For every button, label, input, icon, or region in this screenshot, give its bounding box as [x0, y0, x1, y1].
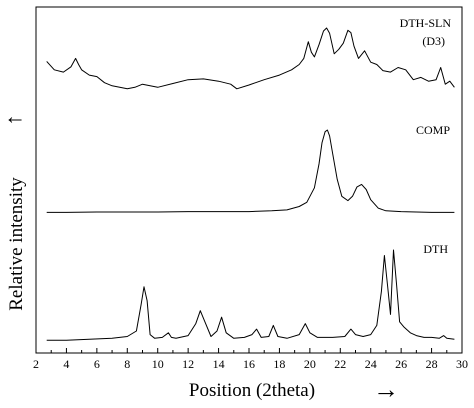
x-tick-label-4: 4 [63, 357, 69, 371]
x-tick-label-30: 30 [456, 357, 468, 371]
series-lines [46, 27, 455, 341]
x-tick-label-2: 2 [33, 357, 39, 371]
x-axis-arrow: → [373, 375, 399, 404]
series-label-dth-sln: DTH-SLN [400, 16, 452, 30]
series-label-dth: DTH [423, 242, 448, 256]
x-tick-label-6: 6 [94, 357, 100, 371]
x-tick-label-16: 16 [243, 357, 255, 371]
series-label-dth-sln-sub: (D3) [422, 34, 445, 48]
y-axis-arrow: ↑ [1, 115, 26, 126]
x-tick-label-8: 8 [124, 357, 130, 371]
x-axis-tick-labels: 2 4 6 8 10 12 14 16 18 20 22 24 26 28 30 [33, 357, 468, 371]
x-tick-label-24: 24 [365, 357, 377, 371]
y-axis-title: Relative intensity [6, 177, 27, 311]
series-line-dth [46, 249, 455, 341]
x-tick-label-28: 28 [426, 357, 438, 371]
x-tick-label-20: 20 [304, 357, 316, 371]
x-tick-label-12: 12 [182, 357, 194, 371]
x-tick-label-22: 22 [334, 357, 346, 371]
series-label-comp: COMP [416, 123, 450, 137]
x-tick-label-10: 10 [152, 357, 164, 371]
x-tick-label-14: 14 [213, 357, 225, 371]
x-tick-label-18: 18 [273, 357, 285, 371]
x-tick-label-26: 26 [395, 357, 407, 371]
x-axis-ticks [35, 348, 463, 353]
series-line-comp [46, 129, 455, 213]
series-line-dth-sln [46, 27, 455, 90]
x-axis-title: Position (2theta) [189, 380, 315, 401]
